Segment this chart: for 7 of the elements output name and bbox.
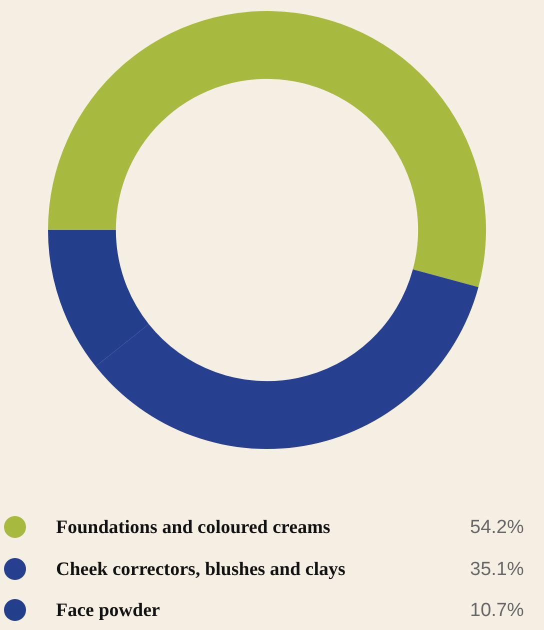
- legend-label: Face powder: [56, 600, 161, 621]
- donut-slice: [48, 11, 486, 288]
- data-label: 35.1%: [470, 559, 524, 580]
- data-label: 10.7%: [470, 600, 524, 621]
- data-label: 54.2%: [470, 517, 524, 538]
- legend-label: Cheek correctors, blushes and clays: [56, 559, 346, 580]
- legend-label: Foundations and coloured creams: [56, 517, 330, 538]
